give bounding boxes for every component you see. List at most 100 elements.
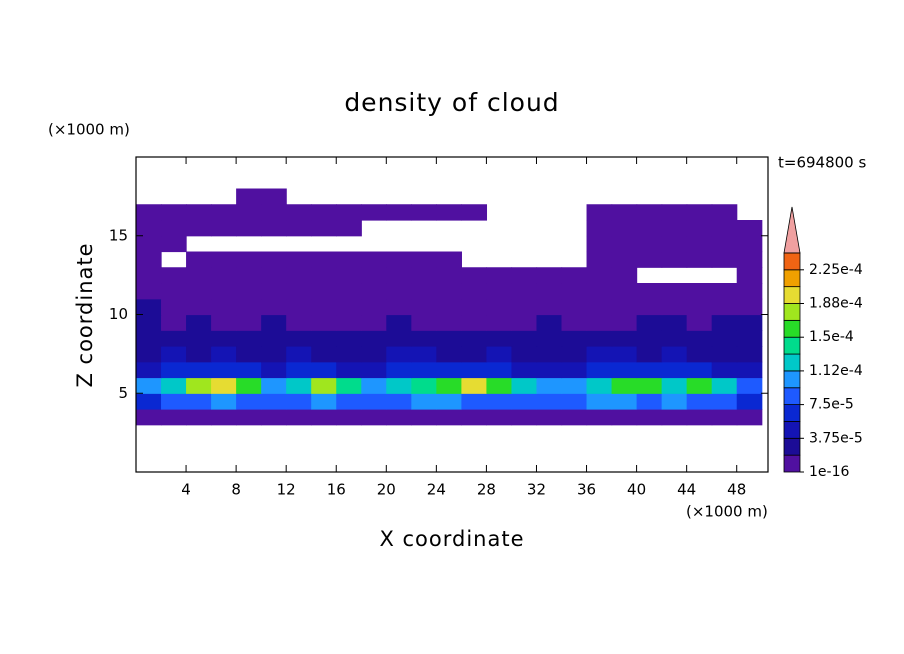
contour-cell (561, 283, 588, 300)
contour-cell (661, 361, 688, 379)
contour-cell (711, 283, 738, 300)
contour-cell (561, 409, 588, 426)
colorbar-label: 1e-16 (809, 464, 849, 480)
contour-cell (211, 251, 237, 268)
y-tick-label: 10 (109, 305, 128, 323)
contour-cell (386, 204, 412, 221)
contour-cell (361, 251, 387, 268)
contour-cell (286, 283, 312, 300)
contour-cell (511, 267, 538, 284)
contour-cell (511, 393, 538, 410)
y-axis-title: Z coordinate (73, 242, 97, 387)
contour-cell (236, 346, 262, 363)
contour-cell (186, 298, 212, 316)
contour-cell (611, 361, 638, 379)
contour-cell (361, 361, 387, 379)
contour-cell (511, 346, 538, 363)
contour-cell (636, 298, 663, 316)
contour-cell (611, 330, 638, 347)
contour-cell (261, 330, 287, 347)
contour-cell (161, 409, 187, 426)
contour-cell (211, 361, 237, 379)
contour-cell (536, 393, 563, 410)
contour-cell (336, 267, 362, 284)
contour-cell (586, 361, 613, 379)
contour-cell (261, 314, 287, 331)
contour-cell (136, 393, 162, 410)
contour-cell (711, 220, 738, 237)
contour-cell (386, 346, 412, 363)
contour-cell (386, 283, 412, 300)
contour-cell (436, 314, 462, 331)
contour-cell (636, 314, 663, 331)
contour-cell (311, 346, 337, 363)
contour-cell (361, 393, 387, 410)
contour-cell (436, 204, 462, 221)
contour-cell (136, 330, 162, 347)
contour-cell (686, 409, 713, 426)
contour-cell (736, 330, 763, 347)
contour-cell (236, 188, 262, 205)
contour-cell (686, 346, 713, 363)
contour-cell (511, 361, 538, 379)
contour-cell (311, 377, 337, 394)
contour-cell (611, 377, 638, 394)
contour-cell (261, 298, 287, 316)
contour-cell (686, 235, 713, 253)
contour-cell (236, 361, 262, 379)
contour-cell (711, 251, 738, 268)
contour-cell (336, 361, 362, 379)
contour-cell (636, 377, 663, 394)
contour-cell (136, 409, 162, 426)
contour-cell (536, 377, 563, 394)
contour-cell (511, 314, 538, 331)
contour-cell (461, 267, 488, 284)
contour-cell (736, 251, 763, 268)
contour-cell (486, 283, 513, 300)
contour-cell (411, 251, 437, 268)
x-tick-label: 20 (377, 481, 396, 499)
contour-cell (661, 283, 688, 300)
contour-cell (311, 220, 337, 237)
contour-cell (336, 330, 362, 347)
colorbar-box (783, 286, 801, 304)
contour-cell (586, 235, 613, 253)
contour-cell (186, 220, 212, 237)
contour-cell (711, 346, 738, 363)
contour-cell (436, 298, 462, 316)
contour-cell (486, 377, 513, 394)
contour-cell (186, 361, 212, 379)
contour-cell (286, 220, 312, 237)
colorbar-label: 7.5e-5 (809, 397, 854, 413)
x-tick-label: 12 (277, 481, 296, 499)
contour-cell (736, 346, 763, 363)
colorbar-box (783, 437, 801, 456)
contour-cell (411, 361, 437, 379)
x-tick-label: 44 (677, 481, 696, 499)
contour-cell (186, 330, 212, 347)
contour-cell (486, 330, 513, 347)
colorbar-box (783, 353, 801, 372)
contour-cell (386, 267, 412, 284)
colorbar-box (783, 404, 801, 422)
contour-cell (511, 330, 538, 347)
contour-cell (511, 409, 538, 426)
contour-cell (386, 361, 412, 379)
colorbar-box (783, 303, 801, 321)
contour-cell (736, 267, 763, 284)
contour-cell (211, 346, 237, 363)
contour-cell (286, 251, 312, 268)
contour-cell (186, 346, 212, 363)
contour-cell (661, 251, 688, 268)
contour-cell (436, 377, 462, 394)
contour-cell (311, 283, 337, 300)
contour-cell (736, 314, 763, 331)
x-unit: (×1000 m) (686, 503, 768, 521)
contour-cell (211, 377, 237, 394)
contour-cell (486, 267, 513, 284)
contour-cell (436, 361, 462, 379)
contour-cell (161, 204, 187, 221)
contour-cell (261, 409, 287, 426)
contour-cell (661, 377, 688, 394)
contour-cell (711, 298, 738, 316)
